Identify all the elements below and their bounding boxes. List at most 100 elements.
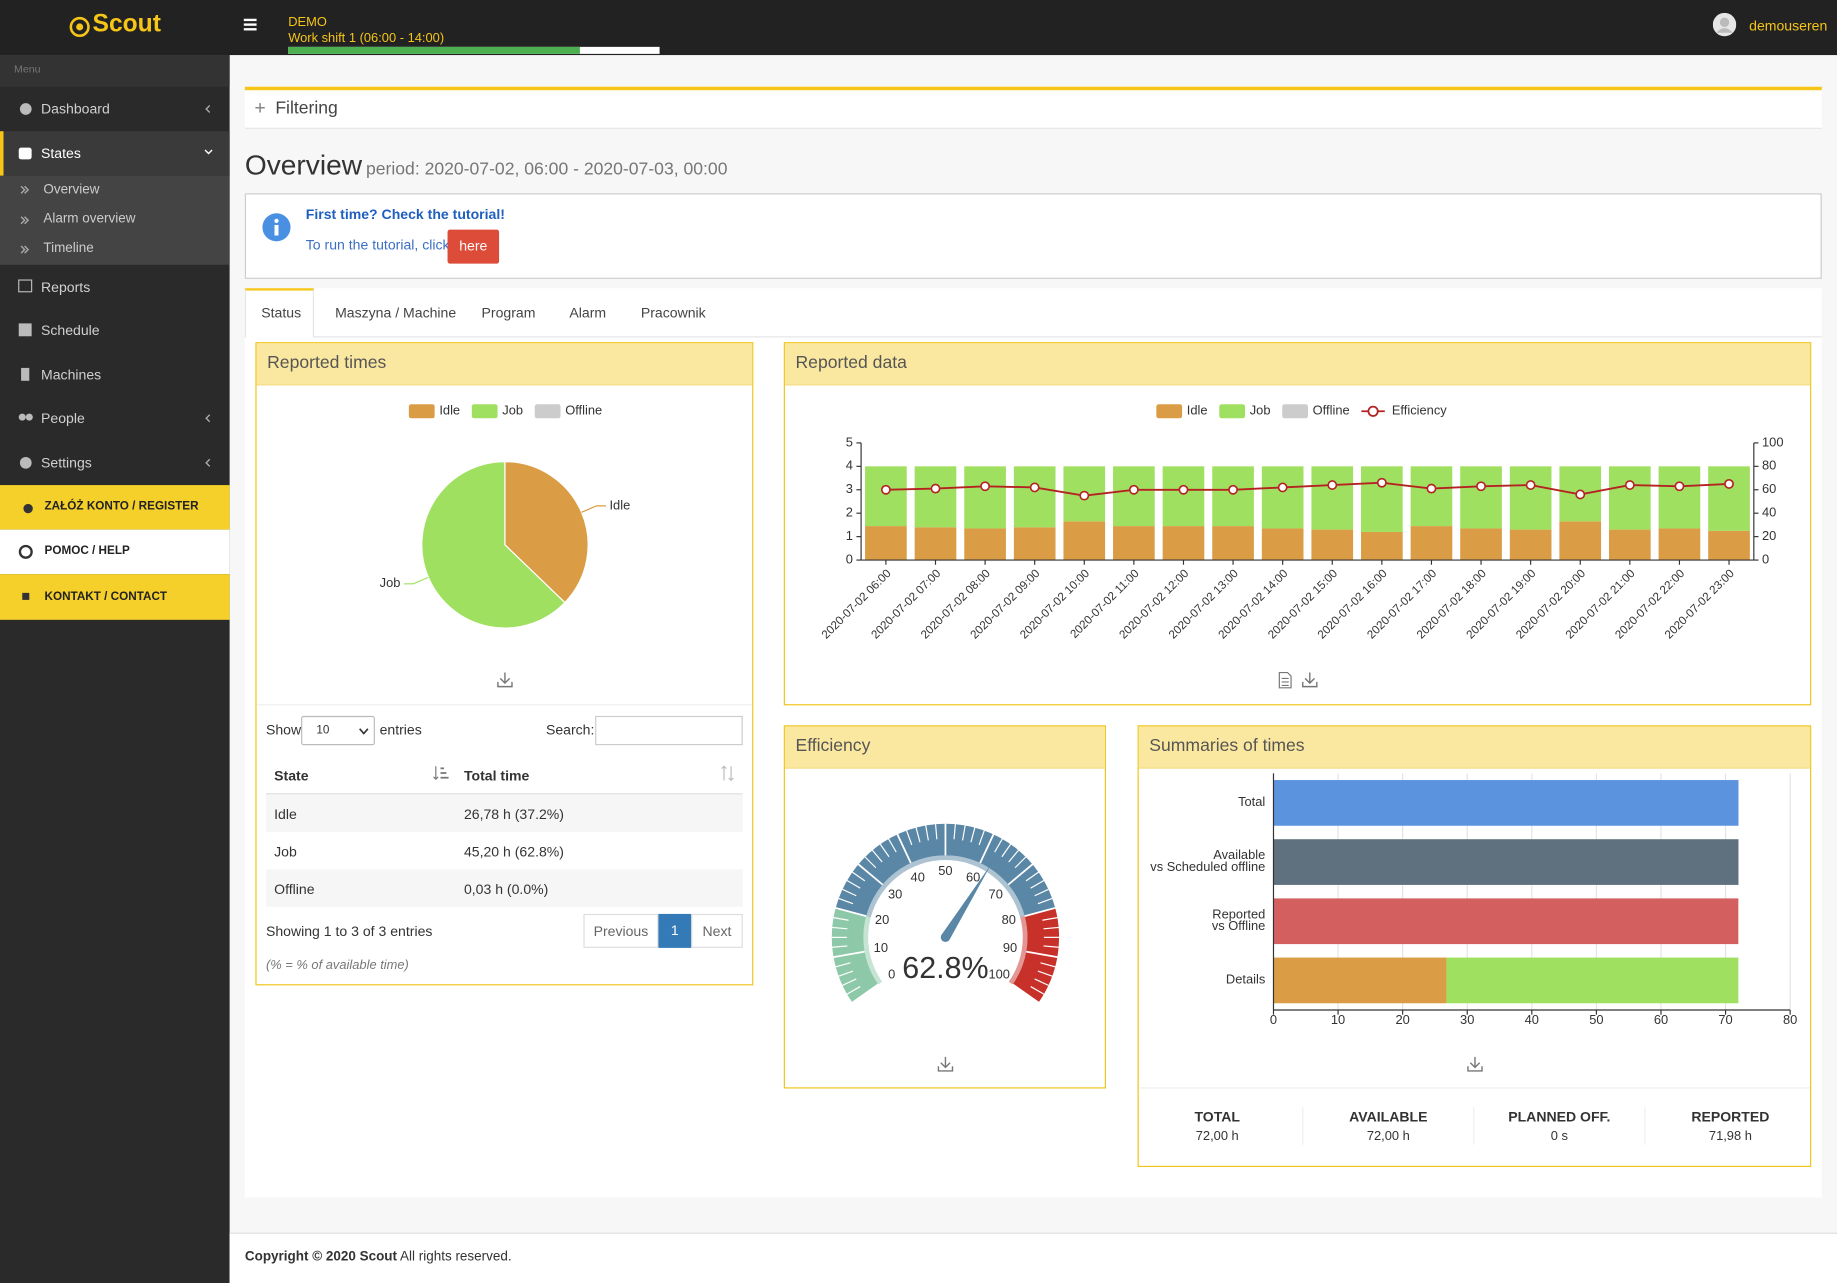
- bar-segment: [865, 466, 907, 527]
- bar-segment: [1410, 466, 1453, 527]
- gauge-minor-tick: [842, 888, 857, 897]
- gauge-minor-tick: [1040, 962, 1056, 968]
- tab-line: [244, 336, 1822, 338]
- avatar[interactable]: [1712, 12, 1737, 37]
- gauge-tick-label: 20: [875, 912, 889, 927]
- bar-segment: [1261, 528, 1304, 561]
- csv-icon[interactable]: [1278, 671, 1292, 689]
- column-header[interactable]: State: [274, 767, 309, 784]
- register-button[interactable]: ZAŁÓŻ KONTO / REGISTER: [0, 485, 230, 530]
- prev-button[interactable]: Previous: [583, 913, 659, 948]
- legend-label[interactable]: Offline: [565, 403, 602, 418]
- gauge-minor-tick: [1030, 986, 1045, 995]
- logo[interactable]: Scout: [92, 10, 161, 38]
- page-size-select[interactable]: 10: [301, 715, 375, 746]
- submenu-item[interactable]: Timeline: [43, 241, 94, 256]
- legend-label[interactable]: Idle: [439, 403, 460, 418]
- menu-item[interactable]: Reports: [41, 278, 91, 296]
- shift-progress: [288, 46, 580, 54]
- line-point: [1724, 478, 1734, 489]
- expand-icon[interactable]: [254, 102, 266, 114]
- help-button[interactable]: POMOC / HELP: [0, 529, 230, 575]
- bar-segment: [1273, 780, 1739, 826]
- legend-label[interactable]: Job: [1250, 403, 1271, 418]
- tutorial-button[interactable]: here: [447, 229, 500, 264]
- tab[interactable]: Pracownik: [640, 304, 706, 322]
- menu-item[interactable]: Schedule: [41, 322, 100, 339]
- sort-icon[interactable]: [432, 765, 449, 781]
- logo-icon: [69, 16, 90, 38]
- page-size: 10: [316, 724, 330, 737]
- bar-segment: [1609, 466, 1651, 530]
- panel-title: Reported times: [256, 343, 753, 386]
- tab[interactable]: Alarm: [569, 304, 607, 322]
- submenu-item[interactable]: Overview: [43, 182, 100, 197]
- menu-item[interactable]: States: [41, 145, 81, 162]
- legend-label[interactable]: Job: [502, 403, 523, 418]
- gauge-minor-tick: [978, 830, 985, 846]
- submenu-item[interactable]: Alarm overview: [43, 212, 136, 227]
- bar-segment: [1013, 527, 1056, 561]
- download-icon[interactable]: [497, 672, 513, 688]
- menu-header: [0, 55, 230, 87]
- menu-item[interactable]: Settings: [41, 454, 92, 472]
- gauge-tick-label: 70: [989, 887, 1003, 902]
- gauge-tick: [979, 833, 995, 864]
- download-icon[interactable]: [1302, 672, 1318, 688]
- gauge-minor-tick: [852, 871, 866, 882]
- tab[interactable]: Maszyna / Machine: [335, 304, 457, 322]
- bar-segment: [1113, 526, 1155, 561]
- sort-icon[interactable]: [719, 765, 735, 782]
- gauge-minor-tick: [970, 827, 976, 843]
- menu-item[interactable]: Dashboard: [41, 100, 110, 118]
- table-row-bg: [265, 869, 743, 907]
- bar-segment: [964, 528, 1006, 561]
- bar-segment: [1063, 521, 1106, 561]
- cell: 0,03 h (0.0%): [463, 881, 549, 898]
- legend-swatch: [534, 404, 561, 419]
- download-icon[interactable]: [937, 1056, 954, 1072]
- line-point: [1178, 484, 1189, 495]
- contact-button[interactable]: KONTAKT / CONTACT: [0, 574, 230, 620]
- gauge-tick-label: 10: [874, 940, 888, 955]
- filter-title[interactable]: Filtering: [275, 98, 338, 119]
- total-value: 72,00 h: [1367, 1128, 1410, 1143]
- menu-toggle[interactable]: [243, 18, 258, 32]
- tab[interactable]: Program: [481, 304, 536, 322]
- legend-label[interactable]: Offline: [1313, 403, 1350, 418]
- gauge-minor-tick: [1043, 926, 1059, 930]
- cell: 45,20 h (62.8%): [463, 843, 564, 861]
- filter-box[interactable]: [244, 86, 1822, 129]
- column-header[interactable]: Total time: [463, 767, 530, 784]
- bar-segment: [1273, 839, 1739, 885]
- legend-label[interactable]: Idle: [1187, 403, 1208, 418]
- legend-label[interactable]: Efficiency: [1392, 403, 1447, 418]
- tutorial-box: [244, 193, 1822, 279]
- next-button[interactable]: Next: [691, 913, 743, 948]
- info-icon: [262, 213, 291, 242]
- panel-title: Summaries of times: [1138, 726, 1811, 769]
- page-title: Overview: [244, 149, 363, 182]
- y-tick-label: Reported vs Offline: [1212, 907, 1265, 934]
- total-label: PLANNED OFF.: [1508, 1109, 1610, 1125]
- search-input[interactable]: [595, 715, 743, 746]
- user-name[interactable]: demouseren: [1749, 17, 1828, 34]
- tab[interactable]: Status: [261, 304, 302, 322]
- bar-segment: [914, 527, 957, 561]
- gauge-minor-tick: [1034, 888, 1049, 897]
- gauge-minor-tick: [879, 843, 890, 858]
- download-icon[interactable]: [1467, 1056, 1483, 1072]
- page-button[interactable]: 1: [658, 913, 692, 948]
- bar-segment: [1446, 957, 1739, 1004]
- bar-segment: [1261, 466, 1304, 529]
- menu-item[interactable]: People: [41, 410, 85, 427]
- bar-segment: [914, 466, 957, 528]
- menu-active-bg: [0, 131, 230, 176]
- menu-item[interactable]: Machines: [41, 366, 102, 384]
- gauge-tick: [1007, 863, 1034, 886]
- y-tick-label-line: Details: [1226, 972, 1265, 987]
- line-point: [1624, 480, 1635, 491]
- panel-title: Reported data: [784, 343, 1811, 386]
- gauge-minor-tick: [1034, 978, 1049, 986]
